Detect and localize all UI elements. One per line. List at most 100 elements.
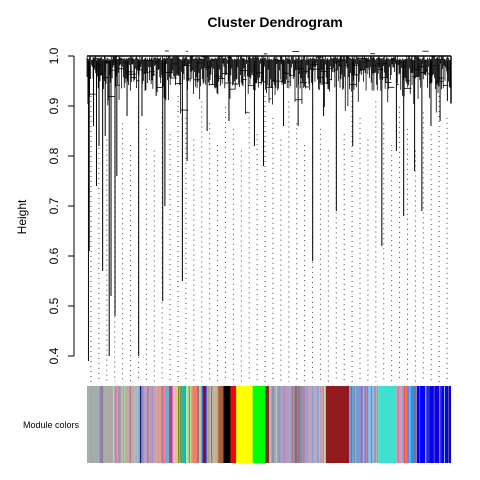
module-color-stripe [408,386,410,463]
module-color-stripe [123,386,125,463]
dendrogram-guides [90,96,448,382]
module-color-stripe [117,386,119,463]
module-color-stripe [277,386,279,463]
module-color-stripe [210,386,211,463]
dendrogram-tree [86,50,452,361]
module-color-stripe [161,386,163,463]
module-color-stripe [201,386,203,463]
y-tick-label: 0.9 [47,97,61,114]
module-color-segment [378,386,397,463]
module-color-stripe [309,386,311,463]
module-color-stripe [304,386,306,463]
module-color-stripe [306,386,308,463]
module-color-stripe [118,386,120,463]
module-color-stripe [367,386,369,463]
module-color-segment [223,386,231,463]
module-color-segment [230,386,237,463]
module-color-stripe [151,386,153,463]
module-color-stripe [317,386,318,463]
module-color-segment [212,386,219,463]
module-color-segment [201,386,208,463]
module-color-stripe [170,386,171,463]
module-color-stripe [157,386,159,463]
module-color-stripe [119,386,121,463]
module-color-stripe [425,386,426,463]
module-color-stripe [322,386,324,463]
module-color-stripe [149,386,151,463]
module-color-segment [265,386,269,463]
module-color-stripe [220,386,222,463]
module-color-stripe [180,386,182,463]
module-color-segment [142,386,157,463]
chart-title: Cluster Dendrogram [207,14,342,30]
module-color-stripe [216,386,218,463]
module-colors-label: Module colors [23,420,80,430]
module-color-stripe [113,386,114,463]
module-color-segment [192,386,199,463]
module-color-stripe [297,386,299,463]
module-color-stripe [419,386,421,463]
module-color-segment [396,386,404,463]
module-color-stripe [111,386,113,463]
module-color-stripe [323,386,325,463]
module-color-stripe [376,386,378,463]
module-color-stripe [283,386,285,463]
module-color-stripe [354,386,356,463]
y-tick-label: 0.5 [47,297,61,314]
module-color-stripe [317,386,319,463]
module-color-stripe [397,386,399,463]
module-color-stripe [141,386,143,463]
module-color-stripe [292,386,294,463]
module-color-segment [165,386,169,463]
module-color-stripe [179,386,180,463]
module-color-stripe [121,386,123,463]
module-color-stripe [416,386,418,463]
module-color-stripe [165,386,167,463]
module-color-segment [252,386,266,463]
module-color-stripe [291,386,293,463]
module-color-stripe [217,386,219,463]
module-color-stripe [361,386,363,463]
module-color-segment [429,386,451,463]
module-color-stripe [318,386,320,463]
y-tick-label: 0.7 [47,197,61,214]
module-color-stripe [167,386,169,463]
y-tick-label: 0.8 [47,147,61,164]
module-color-stripe [357,386,359,463]
module-color-stripe [116,386,118,463]
module-color-stripe [102,386,104,463]
module-color-segment [367,386,375,463]
module-color-stripe [124,386,125,463]
module-color-stripe [100,386,102,463]
module-color-stripe [433,386,435,463]
module-color-stripe [349,386,351,463]
module-color-stripe [299,386,301,463]
module-color-stripe [116,386,117,463]
module-color-segment [156,386,162,463]
y-tick-label: 0.6 [47,247,61,264]
module-color-stripe [414,386,416,463]
module-color-stripe [284,386,286,463]
module-color-stripe [324,386,325,463]
module-color-stripe [198,386,200,463]
module-color-stripe [364,386,366,463]
module-color-stripe [109,386,111,463]
module-color-stripe [271,386,273,463]
module-color-stripe [153,386,155,463]
module-color-stripe [142,386,144,463]
module-color-stripe [425,386,427,463]
module-color-stripe [129,386,131,463]
module-color-segment [374,386,379,463]
module-color-segment [325,386,350,463]
module-color-segment [294,386,300,463]
module-color-stripe [324,386,326,463]
module-color-stripe [397,386,398,463]
module-color-stripe [115,386,117,463]
y-axis-label: Height [15,199,29,234]
module-color-segment [425,386,430,463]
module-color-segment [182,386,187,463]
module-color-segment [236,386,253,463]
module-color-stripe [319,386,321,463]
module-color-segment [172,386,178,463]
module-color-stripe [188,386,190,463]
